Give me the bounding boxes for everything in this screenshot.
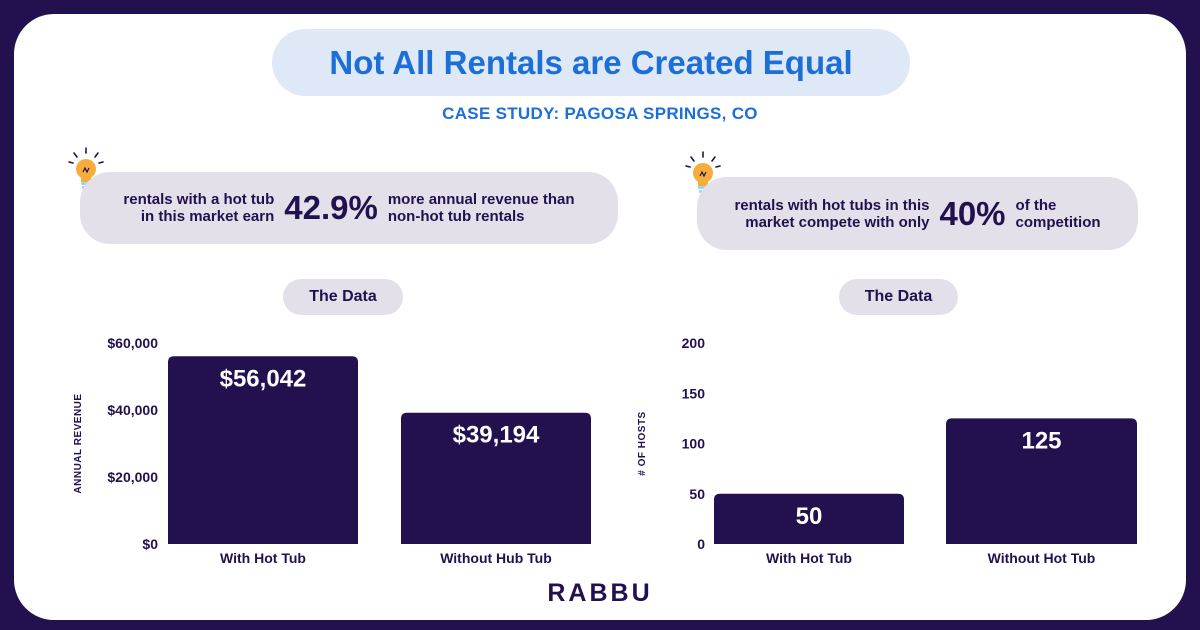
stat-text-left: rentals with hot tubs in this market com…	[734, 196, 930, 231]
case-study-subtitle: CASE STUDY: PAGOSA SPRINGS, CO	[442, 104, 758, 123]
bar-data-label: $39,194	[453, 422, 540, 449]
y-tick-label: 0	[697, 536, 705, 552]
stat-value: 40%	[939, 194, 1006, 232]
bar	[714, 493, 904, 544]
x-tick-label: Without Hub Tub	[440, 550, 552, 566]
stat-text-left: rentals with a hot tub in this market ea…	[123, 191, 275, 225]
bar-data-label: 50	[796, 503, 823, 530]
bar-data-label: 125	[1021, 427, 1061, 454]
y-tick-label: 100	[682, 436, 706, 452]
y-tick-label: 50	[689, 486, 705, 502]
stat-text-right: more annual revenue than non-hot tub ren…	[387, 191, 575, 225]
page-title: Not All Rentals are Created Equal	[272, 29, 910, 96]
x-tick-label: With Hot Tub	[766, 550, 852, 566]
y-axis-label: ANNUAL REVENUE	[73, 393, 84, 493]
y-tick-label: 150	[682, 385, 706, 401]
data-section-label: The Data	[839, 279, 958, 315]
data-section-label: The Data	[283, 279, 403, 315]
stat-value: 42.9%	[284, 189, 378, 226]
y-tick-label: 200	[682, 335, 706, 351]
y-axis-label: # OF HOSTS	[637, 411, 648, 475]
bar	[168, 356, 358, 544]
x-tick-label: With Hot Tub	[220, 550, 306, 566]
revenue-stat-callout: rentals with a hot tub in this market ea…	[80, 172, 618, 244]
y-tick-label: $40,000	[107, 402, 158, 418]
competition-stat-callout: rentals with hot tubs in this market com…	[697, 177, 1138, 250]
x-tick-label: Without Hot Tub	[988, 550, 1096, 566]
bar-data-label: $56,042	[220, 365, 307, 392]
stat-text-right: of the competition	[1015, 196, 1101, 231]
y-tick-label: $60,000	[107, 335, 158, 351]
bar	[946, 418, 1137, 544]
y-tick-label: $20,000	[107, 469, 158, 485]
bar	[401, 412, 591, 544]
y-tick-label: $0	[142, 536, 158, 552]
rabbu-logo: RABBU	[547, 579, 653, 607]
